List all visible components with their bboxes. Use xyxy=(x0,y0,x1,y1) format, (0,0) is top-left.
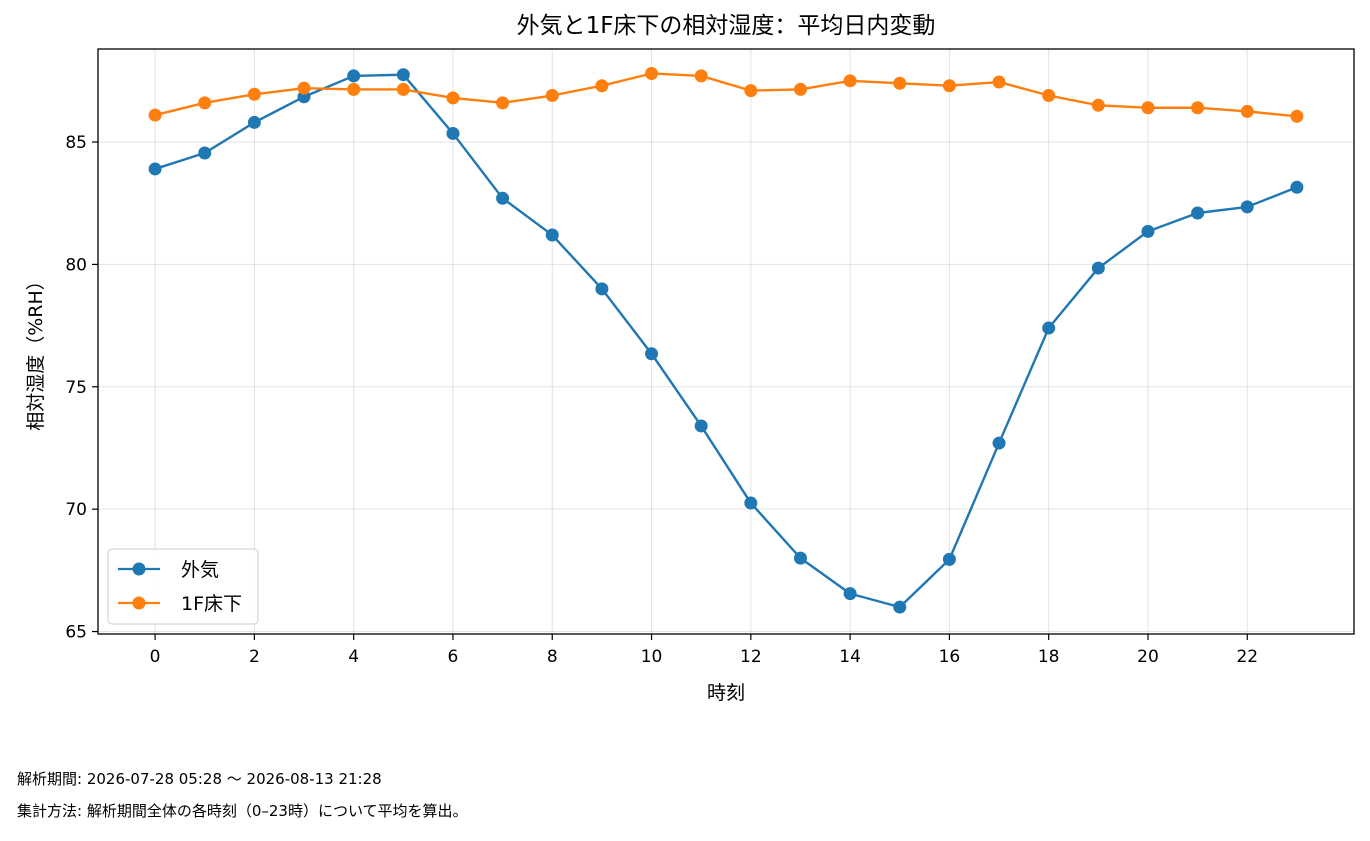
data-point xyxy=(793,551,807,565)
series-line xyxy=(154,72,1298,118)
data-point xyxy=(744,84,758,98)
x-tick-label: 4 xyxy=(348,647,359,667)
series-0 xyxy=(148,68,1304,614)
plot-frame xyxy=(97,48,1355,635)
chart-title: 外気と1F床下の相対湿度：平均日内変動 xyxy=(517,13,936,39)
data-point xyxy=(595,282,609,296)
x-tick-label: 8 xyxy=(547,647,558,667)
data-point xyxy=(843,74,857,88)
x-tick-label: 20 xyxy=(1137,647,1159,667)
data-point xyxy=(942,552,956,566)
y-tick-label: 80 xyxy=(65,255,87,275)
data-point xyxy=(893,76,907,90)
data-point xyxy=(893,600,907,614)
data-point xyxy=(347,82,361,96)
data-point xyxy=(645,347,659,361)
x-tick-label: 2 xyxy=(249,647,260,667)
x-tick-label: 18 xyxy=(1038,647,1060,667)
data-point xyxy=(496,96,510,110)
data-point xyxy=(247,115,261,129)
data-point xyxy=(694,419,708,433)
legend-box xyxy=(107,548,259,625)
data-point xyxy=(1091,98,1105,112)
series-layer xyxy=(148,66,1304,614)
legend: 外気 1F床下 xyxy=(107,548,259,625)
x-tick-label: 22 xyxy=(1236,647,1258,667)
x-tick-label: 0 xyxy=(150,647,161,667)
data-point xyxy=(198,96,212,110)
data-point xyxy=(148,108,162,122)
data-point xyxy=(843,587,857,601)
data-point xyxy=(942,79,956,93)
y-tick-label: 85 xyxy=(65,133,87,153)
data-point xyxy=(694,69,708,83)
axes: 0 2 4 6 8 10 12 14 16 18 20 22 65 70 75 80 85 xyxy=(65,133,1258,667)
data-point xyxy=(1240,104,1254,118)
data-point xyxy=(297,81,311,95)
y-axis-label: 相対湿度（%RH） xyxy=(25,271,47,431)
x-tick-label: 12 xyxy=(740,647,762,667)
x-axis-label: 時刻 xyxy=(707,682,745,704)
data-point xyxy=(1191,101,1205,115)
x-tick-label: 6 xyxy=(448,647,459,667)
x-tick-label: 10 xyxy=(641,647,663,667)
data-point xyxy=(1091,261,1105,275)
y-tick-label: 65 xyxy=(65,623,87,643)
data-point xyxy=(1141,224,1155,238)
data-point xyxy=(396,68,410,82)
series-line xyxy=(154,73,1298,609)
grid xyxy=(98,49,1354,634)
data-point xyxy=(1042,89,1056,103)
data-point xyxy=(148,162,162,176)
y-tick-label: 70 xyxy=(65,500,87,520)
data-point xyxy=(545,89,559,103)
series-1 xyxy=(148,66,1304,123)
legend-label-underfloor: 1F床下 xyxy=(181,593,242,615)
data-point xyxy=(744,496,758,510)
aggregation-method-note: 集計方法: 解析期間全体の各時刻（0–23時）について平均を算出。 xyxy=(17,802,468,820)
data-point xyxy=(793,82,807,96)
data-point xyxy=(645,66,659,80)
legend-label-outdoor: 外気 xyxy=(181,559,219,581)
data-point xyxy=(396,82,410,96)
legend-marker-outdoor xyxy=(132,562,146,576)
data-point xyxy=(198,146,212,160)
data-point xyxy=(496,191,510,205)
data-point xyxy=(992,436,1006,450)
chart: 0 2 4 6 8 10 12 14 16 18 20 22 65 70 75 80 85 外気と1F床下の相対… xyxy=(25,13,1355,704)
data-point xyxy=(1141,101,1155,115)
data-point xyxy=(446,91,460,105)
data-point xyxy=(1240,200,1254,214)
data-point xyxy=(1290,180,1304,194)
data-point xyxy=(1191,206,1205,220)
analysis-notes: 解析期間: 2026-07-28 05:28 〜 2026-08-13 21:2… xyxy=(17,765,468,829)
legend-marker-underfloor xyxy=(132,596,146,610)
y-tick-label: 75 xyxy=(65,378,87,398)
analysis-period-note: 解析期間: 2026-07-28 05:28 〜 2026-08-13 21:2… xyxy=(17,770,382,788)
data-point xyxy=(247,87,261,101)
data-point xyxy=(1042,321,1056,335)
x-tick-label: 16 xyxy=(939,647,961,667)
data-point xyxy=(545,228,559,242)
data-point xyxy=(446,126,460,140)
data-point xyxy=(992,75,1006,89)
data-point xyxy=(595,79,609,93)
x-tick-label: 14 xyxy=(839,647,861,667)
data-point xyxy=(347,69,361,83)
data-point xyxy=(1290,109,1304,123)
